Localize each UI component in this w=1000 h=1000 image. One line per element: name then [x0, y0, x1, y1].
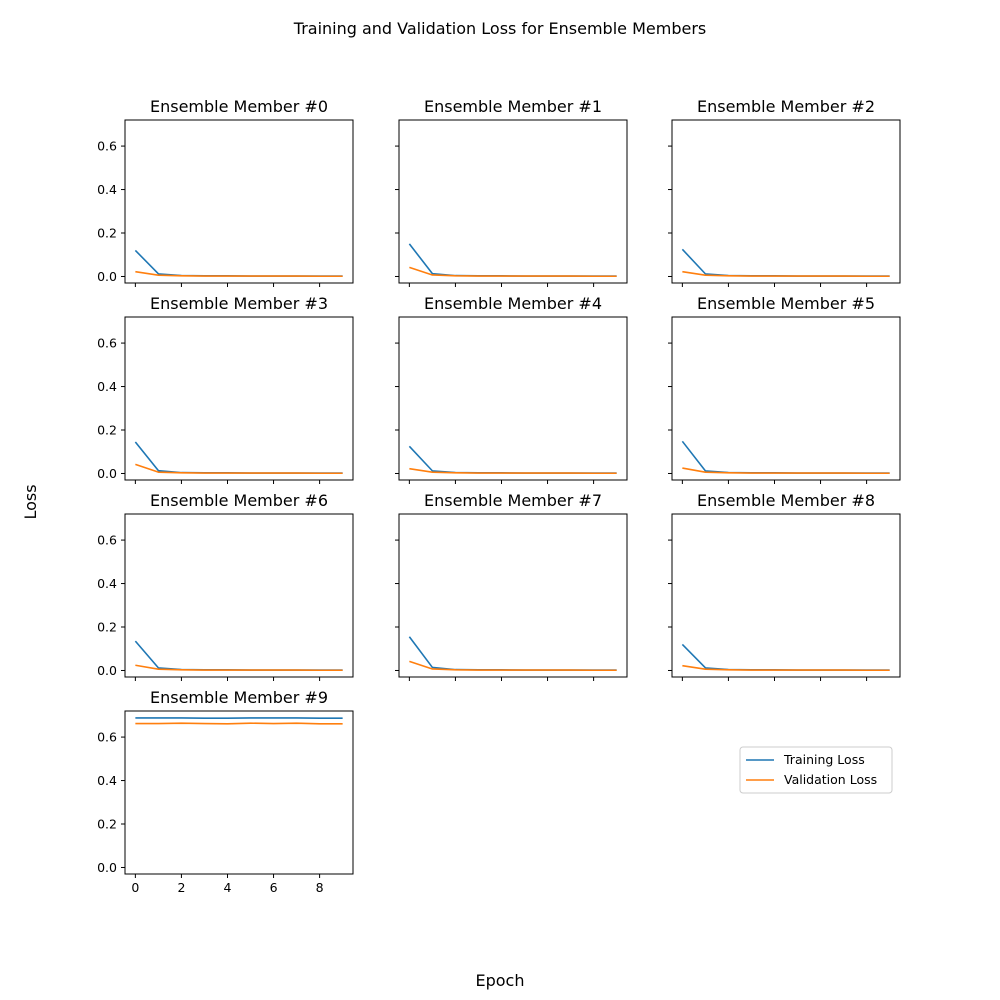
legend: Training Loss Validation Loss	[739, 746, 893, 794]
subplot-title: Ensemble Member #3	[150, 294, 328, 313]
series-line-validation	[135, 722, 343, 725]
subplot-title: Ensemble Member #4	[424, 294, 602, 313]
subplot-title: Ensemble Member #1	[424, 97, 602, 116]
ytick-label: 0.4	[97, 379, 117, 394]
xtick-label: 8	[316, 880, 324, 895]
axes-frame	[398, 513, 628, 678]
figure-ylabel: Loss	[21, 484, 40, 519]
ytick-label: 0.2	[97, 226, 117, 241]
legend-label-training: Training Loss	[783, 752, 865, 767]
subplot-0: Ensemble Member #0 0.0 0.2 0.4 0.6	[97, 97, 354, 287]
axes-frame	[124, 513, 354, 678]
series-line-validation	[682, 467, 890, 475]
subplot-1: Ensemble Member #1	[395, 97, 628, 287]
ytick-label: 0.2	[97, 423, 117, 438]
xtick-label: 4	[224, 880, 232, 895]
axes-frame	[398, 316, 628, 481]
series-line-validation	[135, 270, 343, 278]
ytick-label: 0.6	[97, 336, 117, 351]
subplot-5: Ensemble Member #5	[668, 294, 901, 484]
ytick-label: 0.0	[97, 663, 117, 678]
axes-frame	[124, 710, 354, 875]
subplot-title: Ensemble Member #8	[697, 491, 875, 510]
series-line-validation	[409, 467, 617, 475]
subplot-3: Ensemble Member #3 0.0 0.2 0.4 0.6	[97, 294, 354, 484]
subplot-title: Ensemble Member #0	[150, 97, 328, 116]
subplot-9: Ensemble Member #9 0.0 0.2 0.4 0.6 0 2 4 6 8	[97, 688, 354, 895]
axes-frame	[124, 119, 354, 284]
ytick-label: 0.6	[97, 730, 117, 745]
series-line-validation	[682, 664, 890, 672]
axes-frame	[671, 513, 901, 678]
subplot-2: Ensemble Member #2	[668, 97, 901, 287]
xtick-label: 2	[177, 880, 185, 895]
subplot-title: Ensemble Member #5	[697, 294, 875, 313]
subplot-title: Ensemble Member #9	[150, 688, 328, 707]
axes-frame	[671, 316, 901, 481]
subplot-title: Ensemble Member #7	[424, 491, 602, 510]
ytick-label: 0.0	[97, 466, 117, 481]
legend-label-validation: Validation Loss	[784, 772, 877, 787]
ytick-label: 0.6	[97, 139, 117, 154]
ytick-label: 0.0	[97, 860, 117, 875]
ytick-label: 0.6	[97, 533, 117, 548]
series-line-validation	[135, 463, 343, 475]
series-line-validation	[135, 664, 343, 672]
axes-frame	[124, 316, 354, 481]
figure-xlabel: Epoch	[476, 971, 525, 990]
subplot-6: Ensemble Member #6 0.0 0.2 0.4 0.6	[97, 491, 354, 681]
series-line-validation	[682, 270, 890, 278]
ytick-label: 0.4	[97, 773, 117, 788]
subplot-title: Ensemble Member #2	[697, 97, 875, 116]
axes-frame	[671, 119, 901, 284]
ytick-label: 0.0	[97, 269, 117, 284]
ytick-label: 0.4	[97, 576, 117, 591]
xtick-label: 0	[131, 880, 139, 895]
legend-frame	[739, 746, 893, 794]
series-line-validation	[409, 266, 617, 278]
ytick-label: 0.4	[97, 182, 117, 197]
subplot-title: Ensemble Member #6	[150, 491, 328, 510]
axes-frame	[398, 119, 628, 284]
figure-title: Training and Validation Loss for Ensembl…	[293, 19, 706, 38]
subplot-8: Ensemble Member #8	[668, 491, 901, 681]
ytick-label: 0.2	[97, 620, 117, 635]
series-line-validation	[409, 660, 617, 672]
subplot-7: Ensemble Member #7	[395, 491, 628, 681]
xtick-label: 6	[270, 880, 278, 895]
subplot-4: Ensemble Member #4	[395, 294, 628, 484]
ytick-label: 0.2	[97, 817, 117, 832]
